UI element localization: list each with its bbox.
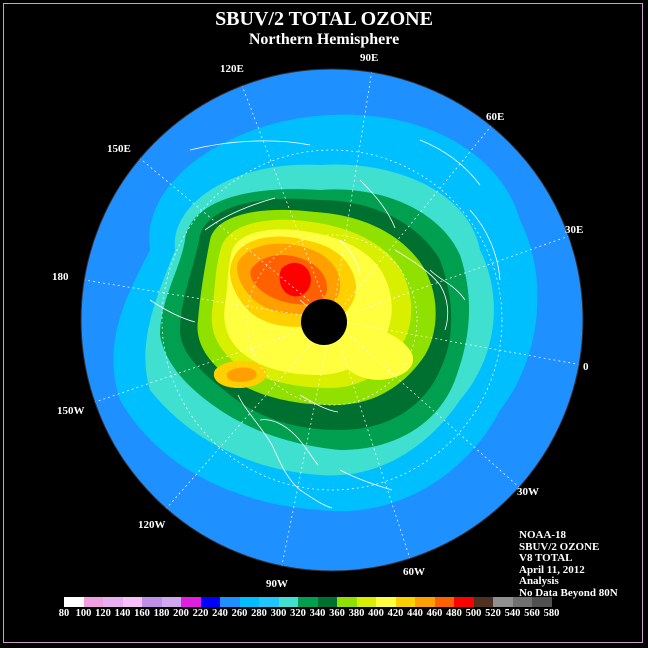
colorbar-tick-label: 320 bbox=[290, 608, 306, 619]
lon-label-90e: 90E bbox=[360, 52, 378, 64]
colorbar-swatch bbox=[454, 597, 474, 607]
info-date: April 11, 2012 bbox=[519, 563, 585, 576]
colorbar-swatch bbox=[181, 597, 201, 607]
info-coverage-note: No Data Beyond 80N bbox=[519, 586, 618, 599]
colorbar-tick-label: 460 bbox=[426, 608, 443, 619]
colorbar-swatch bbox=[512, 597, 532, 607]
colorbar-tick-label: 220 bbox=[192, 608, 209, 619]
chart-title: SBUV/2 TOTAL OZONE bbox=[215, 8, 433, 30]
colorbar-swatch bbox=[415, 597, 435, 607]
colorbar-tick-label: 500 bbox=[465, 608, 482, 619]
colorbar-swatch bbox=[298, 597, 318, 607]
lobe-east-yellow bbox=[335, 326, 414, 380]
lon-label-150w: 150W bbox=[57, 405, 85, 417]
colorbar-tick-label: 180 bbox=[153, 608, 170, 619]
lon-label-180: 180 bbox=[52, 271, 69, 283]
colorbar-swatch bbox=[103, 597, 123, 607]
colorbar-tick-label: 80 bbox=[58, 608, 70, 619]
colorbar-swatch bbox=[278, 597, 298, 607]
colorbar-tick-label: 420 bbox=[387, 608, 404, 619]
colorbar-swatch bbox=[473, 597, 493, 607]
lon-label-90w: 90W bbox=[266, 578, 288, 590]
colorbar-swatch bbox=[337, 597, 357, 607]
info-block: NOAA-18 SBUV/2 OZONE V8 TOTAL April 11, … bbox=[519, 529, 618, 599]
colorbar-swatch bbox=[220, 597, 240, 607]
colorbar-swatch bbox=[493, 597, 513, 607]
lon-label-120w: 120W bbox=[138, 519, 166, 531]
colorbar-tick-label: 520 bbox=[485, 608, 501, 619]
lon-label-60w: 60W bbox=[403, 566, 425, 578]
lobe-west-dark bbox=[226, 367, 257, 382]
colorbar-tick-label: 160 bbox=[134, 608, 150, 619]
colorbar-tick-label: 540 bbox=[504, 608, 521, 619]
colorbar-swatch bbox=[356, 597, 376, 607]
colorbar-tick-label: 380 bbox=[348, 608, 365, 619]
colorbar-swatch bbox=[200, 597, 220, 607]
lon-label-150e: 150E bbox=[107, 143, 131, 155]
colorbar-tick-label: 340 bbox=[309, 608, 326, 619]
colorbar-ticks: 80 100 120 140 160 180 200 220 240 260 280 300 320 34… bbox=[57, 608, 597, 622]
map-boundary bbox=[80, 68, 584, 572]
colorbar-swatch bbox=[532, 597, 552, 607]
lon-label-120e: 120E bbox=[220, 63, 244, 75]
colorbar-swatch bbox=[434, 597, 454, 607]
colorbar-tick-label: 260 bbox=[231, 608, 248, 619]
coastlines bbox=[149, 139, 501, 509]
lon-label-0: 0 bbox=[583, 361, 589, 373]
colorbar-tick-label: 120 bbox=[95, 608, 111, 619]
colorbar-swatch bbox=[259, 597, 279, 607]
colorbar-tick-label: 440 bbox=[407, 608, 423, 619]
colorbar-tick-label: 140 bbox=[114, 608, 131, 619]
colorbar-tick-label: 400 bbox=[368, 608, 384, 619]
graticule bbox=[81, 69, 583, 571]
lon-label-30w: 30W bbox=[517, 486, 539, 498]
colorbar-tick-label: 200 bbox=[173, 608, 189, 619]
colorbar-tick-label: 100 bbox=[75, 608, 92, 619]
longitude-labels: 90E 60E 30E 0 30W 60W 90W 120W 150W 180 … bbox=[52, 52, 589, 590]
colorbar bbox=[64, 597, 552, 607]
info-product: Analysis bbox=[519, 575, 559, 587]
colorbar-swatch bbox=[83, 597, 103, 607]
band-480 bbox=[279, 262, 311, 297]
colorbar-swatch bbox=[395, 597, 415, 607]
image-frame bbox=[3, 3, 643, 643]
colorbar-swatch bbox=[142, 597, 162, 607]
colorbar-swatch bbox=[239, 597, 259, 607]
colorbar-tick-label: 300 bbox=[270, 608, 287, 619]
info-instrument: SBUV/2 OZONE bbox=[519, 540, 600, 553]
colorbar-swatch bbox=[64, 597, 84, 607]
colorbar-tick-label: 360 bbox=[329, 608, 345, 619]
colorbar-tick-label: 560 bbox=[524, 608, 540, 619]
info-satellite: NOAA-18 bbox=[519, 529, 567, 541]
colorbar-swatch bbox=[376, 597, 396, 607]
colorbar-swatch bbox=[317, 597, 337, 607]
lon-label-60e: 60E bbox=[486, 111, 504, 123]
chart-subtitle: Northern Hemisphere bbox=[248, 31, 400, 48]
colorbar-tick-label: 240 bbox=[212, 608, 228, 619]
colorbar-tick-label: 280 bbox=[251, 608, 267, 619]
no-data-polar-cap bbox=[301, 299, 347, 345]
colorbar-swatch bbox=[122, 597, 142, 607]
info-version: V8 TOTAL bbox=[519, 552, 573, 564]
colorbar-swatch bbox=[161, 597, 181, 607]
colorbar-tick-label: 580 bbox=[543, 608, 560, 619]
ozone-field bbox=[81, 69, 583, 571]
lon-label-30e: 30E bbox=[565, 224, 583, 236]
colorbar-tick-label: 480 bbox=[446, 608, 462, 619]
